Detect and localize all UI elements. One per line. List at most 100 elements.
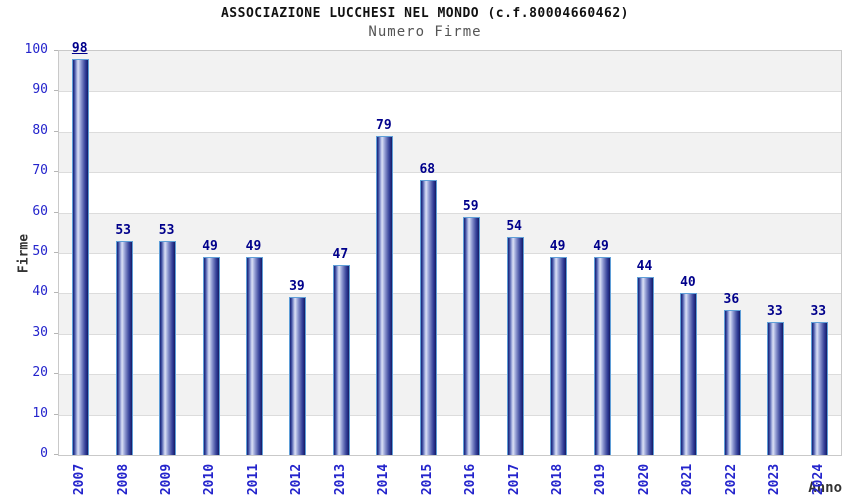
x-tick-label-2013: 2013 (319, 458, 362, 500)
x-tick-text: 2009 (159, 463, 175, 496)
plot-band (59, 51, 841, 92)
gridline (59, 91, 841, 93)
x-tick-label-2023: 2023 (753, 458, 796, 500)
x-tick-text: 2023 (767, 463, 783, 496)
y-tick-label: 0 (40, 446, 48, 461)
x-tick-label-2021: 2021 (666, 458, 709, 500)
bar-value-label: 40 (680, 275, 696, 291)
gridline (59, 212, 841, 214)
y-tick-label: 20 (32, 365, 48, 381)
bar-value-label: 49 (245, 239, 262, 255)
x-tick-text: 2007 (72, 463, 88, 496)
y-tick-mark (54, 90, 58, 92)
bar-2021 (680, 293, 698, 455)
bar-value-label: 98 (71, 41, 88, 57)
gridline (59, 131, 841, 133)
x-tick-text: 2024 (810, 463, 826, 496)
y-tick-mark (54, 292, 58, 294)
gridline (59, 172, 841, 174)
bar-value-label: 53 (158, 222, 175, 238)
x-tick-label-2024: 2024 (797, 458, 840, 500)
y-tick-mark (54, 171, 58, 173)
plot-band (59, 293, 841, 334)
x-tick-label-2016: 2016 (449, 458, 492, 500)
bar-2018 (550, 257, 568, 455)
y-tick-label: 30 (32, 324, 48, 340)
x-tick-text: 2018 (550, 463, 566, 496)
y-tick-mark (54, 373, 58, 375)
chart-title: ASSOCIAZIONE LUCCHESI NEL MONDO (c.f.800… (220, 6, 629, 21)
bar-value-label: 33 (767, 303, 783, 319)
bar-value-label: 39 (289, 279, 305, 295)
bar-2007 (72, 59, 90, 455)
bar-2023 (767, 321, 785, 455)
bar-value-label: 68 (419, 162, 436, 178)
bar-value-label: 49 (549, 239, 566, 255)
gridline (59, 333, 841, 335)
chart-subtitle: Numero Firme (368, 24, 482, 40)
gridline (59, 253, 841, 254)
bar-value-label: 33 (810, 303, 827, 319)
bar-2010 (202, 257, 220, 455)
x-tick-label-2008: 2008 (101, 458, 144, 500)
x-tick-label-2007: 2007 (58, 458, 101, 500)
y-tick-label: 60 (32, 203, 48, 219)
x-tick-text: 2008 (115, 463, 131, 496)
x-tick-text: 2022 (723, 463, 739, 496)
x-tick-text: 2021 (680, 463, 696, 496)
bar-2009 (159, 240, 177, 455)
plot-band (59, 253, 841, 294)
plot-band (59, 91, 841, 132)
x-tick-text: 2017 (506, 463, 522, 496)
x-tick-label-2009: 2009 (145, 458, 188, 500)
gridline (59, 414, 841, 416)
x-tick-label-2012: 2012 (275, 458, 318, 500)
x-tick-label-2017: 2017 (492, 458, 535, 500)
bar-2008 (115, 240, 133, 455)
bar-value-label: 54 (506, 218, 522, 234)
bar-2017 (506, 236, 524, 455)
y-tick-mark (54, 413, 58, 415)
bar-2014 (376, 135, 394, 455)
gridline (59, 293, 841, 295)
bar-value-label: 49 (593, 239, 609, 255)
y-tick-mark (54, 211, 58, 213)
bar-2019 (593, 257, 611, 455)
plot-band (59, 212, 841, 253)
bar-2015 (419, 180, 437, 455)
bar-2012 (289, 297, 307, 455)
plot-band (59, 414, 841, 455)
bar-value-label: 49 (202, 239, 218, 255)
y-tick-label: 70 (32, 163, 48, 179)
y-tick-label: 80 (32, 122, 48, 138)
bar-value-label: 53 (115, 222, 131, 238)
y-tick-mark (54, 332, 58, 334)
plot-area (58, 50, 842, 456)
bar-2011 (246, 257, 263, 455)
bar-value-label: 36 (723, 291, 740, 307)
gridline (59, 374, 841, 376)
x-tick-label-2011: 2011 (232, 458, 275, 500)
bar-value-label: 79 (376, 117, 392, 133)
x-tick-text: 2014 (376, 463, 392, 496)
x-tick-label-2019: 2019 (579, 458, 622, 500)
x-axis-title: Anno (808, 480, 842, 496)
x-tick-text: 2010 (202, 463, 218, 496)
bar-2020 (637, 277, 654, 455)
x-tick-text: 2015 (419, 463, 435, 496)
y-tick-label: 40 (32, 284, 48, 300)
y-tick-label: 50 (32, 244, 48, 259)
bar-2013 (332, 265, 350, 455)
bar-2024 (810, 321, 828, 455)
plot-band (59, 333, 841, 375)
x-tick-text: 2011 (245, 463, 261, 496)
bar-2022 (723, 309, 741, 455)
y-tick-mark (54, 50, 58, 51)
x-tick-label-2022: 2022 (710, 458, 753, 500)
y-tick-label: 90 (32, 82, 48, 98)
x-tick-text: 2012 (289, 463, 305, 496)
bar-value-label: 44 (636, 259, 653, 275)
x-tick-text: 2019 (593, 463, 609, 496)
y-tick-label: 10 (32, 405, 48, 421)
plot-band (59, 172, 841, 213)
